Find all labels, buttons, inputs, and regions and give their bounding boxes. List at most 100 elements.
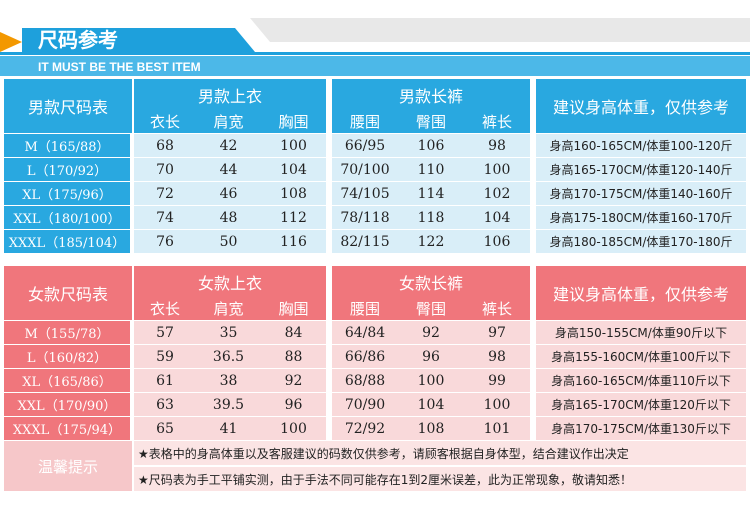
table-cell: 61 <box>134 369 196 392</box>
group-header: 女款长裤 <box>332 266 530 297</box>
table-cell: 116 <box>261 230 326 253</box>
advice-header: 建议身高体重，仅供参考 <box>536 79 746 133</box>
size-label: XXL（180/100） <box>4 206 130 229</box>
table-cell: 36.5 <box>196 345 261 368</box>
table-cell: 108 <box>398 417 464 440</box>
table-cell: 57 <box>134 321 196 344</box>
table-cell: 39.5 <box>196 393 261 416</box>
group-header: 男款上衣 <box>134 79 326 110</box>
column-header: 胸围 <box>261 297 326 320</box>
table-cell: 82/115 <box>332 230 398 253</box>
note-line: ★尺码表为手工平铺实测，由于手法不同可能存在1到2厘米误差，此为正常现象，敬请知… <box>134 467 746 491</box>
table-cell: 66/86 <box>332 345 398 368</box>
table-cell: 104 <box>398 393 464 416</box>
table-cell: 48 <box>196 206 261 229</box>
table-cell: 59 <box>134 345 196 368</box>
column-header: 臀围 <box>398 297 464 320</box>
table-cell: 78/118 <box>332 206 398 229</box>
column-header: 衣长 <box>134 297 196 320</box>
column-header: 肩宽 <box>196 297 261 320</box>
advice-cell: 身高160-165CM/体重100-120斤 <box>536 134 746 157</box>
header-title-bg <box>22 28 255 52</box>
header-subtitle-bg <box>0 56 750 76</box>
table-cell: 65 <box>134 417 196 440</box>
table-cell: 110 <box>398 158 464 181</box>
size-label: L（160/82） <box>4 345 130 368</box>
size-label: XL（165/86） <box>4 369 130 392</box>
table-cell: 100 <box>261 417 326 440</box>
size-label: XXXL（175/94） <box>4 417 130 440</box>
header-banner: 尺码参考 IT MUST BE THE BEST ITEM <box>0 18 750 76</box>
header-subtitle: IT MUST BE THE BEST ITEM <box>38 60 201 74</box>
advice-cell: 身高160-165CM/体重110斤以下 <box>536 369 746 392</box>
column-header: 腰围 <box>332 297 398 320</box>
table-cell: 92 <box>261 369 326 392</box>
header-triangle <box>0 32 22 52</box>
table-cell: 106 <box>398 134 464 157</box>
notes-label: 温馨提示 <box>4 441 132 491</box>
table-cell: 42 <box>196 134 261 157</box>
table-cell: 118 <box>398 206 464 229</box>
advice-cell: 身高175-180CM/体重160-170斤 <box>536 206 746 229</box>
table-cell: 100 <box>398 369 464 392</box>
table-cell: 68 <box>134 134 196 157</box>
table-cell: 50 <box>196 230 261 253</box>
size-label: M（165/88） <box>4 134 130 157</box>
column-header: 裤长 <box>464 297 530 320</box>
table-cell: 114 <box>398 182 464 205</box>
table-cell: 104 <box>261 158 326 181</box>
table-cell: 66/95 <box>332 134 398 157</box>
table-cell: 96 <box>398 345 464 368</box>
table-cell: 72 <box>134 182 196 205</box>
table-label: 男款尺码表 <box>4 79 132 133</box>
table-cell: 70/90 <box>332 393 398 416</box>
column-header: 衣长 <box>134 110 196 133</box>
table-cell: 101 <box>464 417 530 440</box>
table-cell: 122 <box>398 230 464 253</box>
table-cell: 44 <box>196 158 261 181</box>
column-header: 腰围 <box>332 110 398 133</box>
table-cell: 70/100 <box>332 158 398 181</box>
advice-cell: 身高165-170CM/体重120-140斤 <box>536 158 746 181</box>
column-header: 肩宽 <box>196 110 261 133</box>
size-label: XXXL（185/104） <box>4 230 130 253</box>
column-header: 胸围 <box>261 110 326 133</box>
size-label: L（170/92） <box>4 158 130 181</box>
advice-cell: 身高180-185CM/体重170-180斤 <box>536 230 746 253</box>
advice-cell: 身高150-155CM/体重90斤以下 <box>536 321 746 344</box>
table-cell: 84 <box>261 321 326 344</box>
table-cell: 64/84 <box>332 321 398 344</box>
advice-cell: 身高165-170CM/体重120斤以下 <box>536 393 746 416</box>
table-cell: 74 <box>134 206 196 229</box>
table-cell: 70 <box>134 158 196 181</box>
advice-cell: 身高155-160CM/体重100斤以下 <box>536 345 746 368</box>
table-cell: 41 <box>196 417 261 440</box>
table-cell: 88 <box>261 345 326 368</box>
advice-header: 建议身高体重，仅供参考 <box>536 266 746 320</box>
table-cell: 68/88 <box>332 369 398 392</box>
table-cell: 112 <box>261 206 326 229</box>
header-title: 尺码参考 <box>38 28 118 52</box>
table-cell: 99 <box>464 369 530 392</box>
table-cell: 72/92 <box>332 417 398 440</box>
group-header: 女款上衣 <box>134 266 326 297</box>
size-label: XXL（170/90） <box>4 393 130 416</box>
advice-cell: 身高170-175CM/体重140-160斤 <box>536 182 746 205</box>
column-header: 裤长 <box>464 110 530 133</box>
table-cell: 35 <box>196 321 261 344</box>
size-label: M（155/78） <box>4 321 130 344</box>
table-cell: 92 <box>398 321 464 344</box>
table-label: 女款尺码表 <box>4 266 132 320</box>
table-cell: 106 <box>464 230 530 253</box>
table-cell: 108 <box>261 182 326 205</box>
table-cell: 104 <box>464 206 530 229</box>
table-cell: 76 <box>134 230 196 253</box>
header-stripe <box>250 18 750 42</box>
table-cell: 74/105 <box>332 182 398 205</box>
table-cell: 98 <box>464 134 530 157</box>
table-cell: 100 <box>464 158 530 181</box>
size-label: XL（175/96） <box>4 182 130 205</box>
column-header: 臀围 <box>398 110 464 133</box>
table-cell: 46 <box>196 182 261 205</box>
